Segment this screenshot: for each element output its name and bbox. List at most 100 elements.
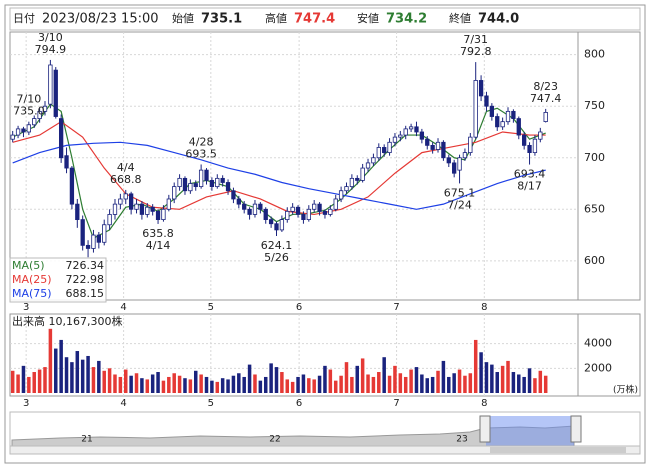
- candle-body: [516, 118, 521, 136]
- candle-body: [419, 131, 425, 140]
- volume-bar: [301, 374, 306, 393]
- candle-body: [522, 134, 527, 146]
- volume-bar: [344, 362, 349, 393]
- volume-bar: [97, 360, 101, 393]
- y-tick-label: 800: [584, 48, 605, 61]
- annotation-date: 8/17: [517, 180, 542, 193]
- volume-bar: [70, 362, 74, 393]
- volume-bar: [172, 373, 176, 393]
- volume-bar: [490, 364, 494, 393]
- annotation-date: 4/4: [117, 161, 135, 174]
- volume-bar: [333, 380, 338, 393]
- candle-body: [371, 157, 376, 164]
- volume-bar: [188, 379, 193, 393]
- volume-bar: [32, 372, 36, 393]
- x-tick-label: 6: [296, 398, 302, 409]
- scrollbar[interactable]: [9, 445, 641, 455]
- candle-body: [128, 193, 134, 210]
- volume-bar: [140, 378, 144, 393]
- volume-bar: [328, 369, 333, 393]
- close-value: 744.0: [478, 12, 519, 27]
- volume-tick-label: 2000: [584, 361, 612, 374]
- candle-body: [527, 144, 532, 153]
- candle-body: [382, 147, 387, 153]
- navigator-label: 22: [269, 435, 280, 445]
- volume-bar: [237, 373, 241, 393]
- high-label: 高値: [265, 11, 287, 25]
- candle-body: [107, 214, 112, 226]
- volume-bar: [441, 360, 446, 393]
- volume-bar: [290, 381, 295, 393]
- x-tick-label: 6: [296, 302, 302, 313]
- candle-body: [338, 190, 344, 200]
- navigator-handle-left[interactable]: [479, 415, 491, 443]
- volume-bar: [296, 376, 300, 393]
- candle-body: [118, 198, 123, 205]
- candle-body: [441, 141, 446, 159]
- candle-body: [274, 223, 279, 231]
- candle-body: [478, 80, 484, 97]
- annotation-value: 693.5: [185, 147, 217, 160]
- scrollbar-thumb[interactable]: [490, 447, 626, 453]
- annotation-date: 7/31: [463, 33, 488, 46]
- candle-body: [42, 105, 48, 112]
- high-value: 747.4: [294, 12, 335, 27]
- volume-bar: [43, 367, 47, 393]
- navigator-selection[interactable]: [486, 416, 574, 446]
- volume-bar: [102, 370, 106, 393]
- header-bar: [9, 7, 641, 31]
- candle-body: [392, 136, 398, 143]
- volume-bar: [436, 370, 440, 393]
- volume-bar: [231, 375, 236, 393]
- volume-bar: [538, 370, 543, 393]
- x-tick-label: 7: [393, 398, 399, 409]
- candle-body: [435, 141, 441, 150]
- candle-body: [112, 203, 118, 215]
- volume-bar: [27, 376, 31, 393]
- volume-bar: [193, 370, 198, 393]
- volume-bar: [80, 359, 85, 393]
- candle-body: [462, 152, 468, 159]
- volume-bar: [150, 374, 155, 393]
- candle-body: [15, 128, 21, 136]
- volume-bar: [533, 378, 537, 393]
- candle-body: [306, 208, 311, 221]
- candle-body: [220, 177, 225, 183]
- volume-bar: [145, 379, 150, 393]
- volume-bar: [500, 365, 505, 393]
- candle-body: [193, 183, 198, 188]
- volume-unit: (万株): [613, 384, 638, 396]
- x-tick-label: 3: [23, 398, 29, 409]
- volume-bar: [167, 376, 171, 393]
- candle-body: [312, 203, 317, 210]
- annotation-date: 3/10: [38, 31, 63, 44]
- low-label: 安値: [357, 11, 379, 25]
- volume-bar: [280, 372, 284, 393]
- candle-body: [258, 203, 263, 210]
- volume-bar: [307, 378, 311, 393]
- volume-bar: [543, 375, 548, 393]
- volume-bar: [371, 376, 376, 393]
- navigator-handle-right[interactable]: [570, 415, 582, 443]
- annotation-date: 8/23: [533, 80, 558, 93]
- candle-body: [204, 169, 209, 181]
- x-tick-label: 7: [393, 302, 399, 313]
- x-tick-label: 4: [120, 398, 126, 409]
- candle-body: [468, 136, 473, 153]
- candle-body: [295, 206, 301, 215]
- annotation-value: 792.8: [460, 45, 492, 58]
- volume-bar: [398, 373, 403, 393]
- candle-body: [96, 234, 101, 243]
- candle-body: [495, 116, 500, 128]
- x-tick-label: 4: [120, 302, 126, 313]
- candle-body: [328, 208, 333, 215]
- candle-body: [10, 134, 15, 140]
- annotation-value: 693.4: [514, 168, 546, 181]
- candle-body: [355, 177, 360, 181]
- candle-body: [32, 118, 37, 126]
- volume-bar: [377, 372, 381, 393]
- volume-bar: [527, 368, 532, 393]
- candle-body: [198, 169, 204, 188]
- candle-body: [317, 203, 322, 212]
